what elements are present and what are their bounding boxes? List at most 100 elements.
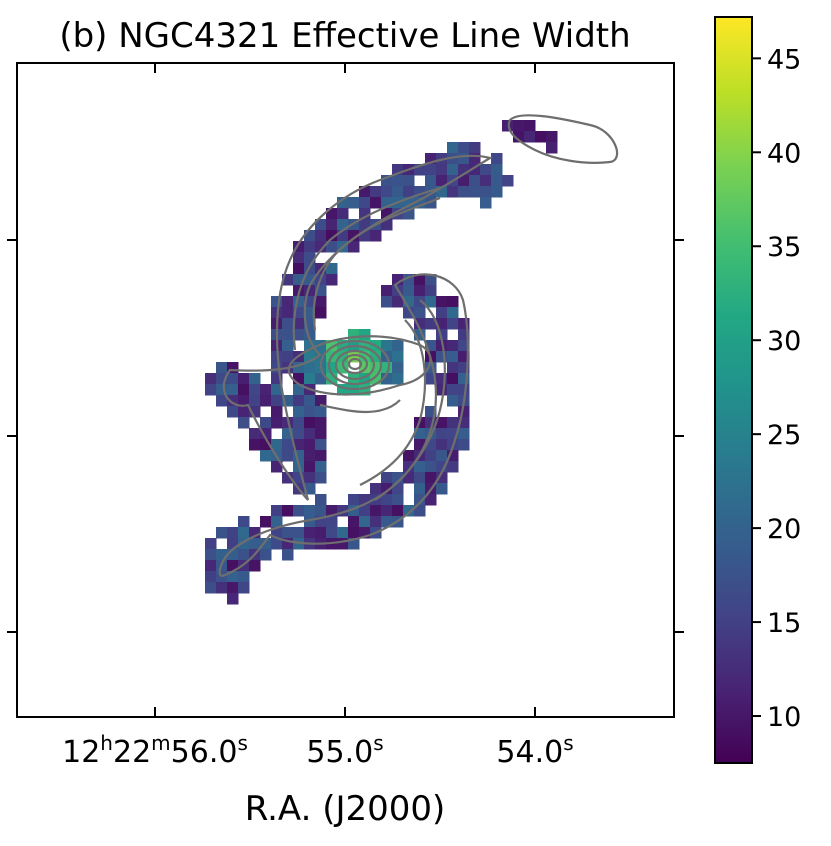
heatmap-cell [216,362,228,374]
heatmap-cell [392,362,404,374]
heatmap-cell [447,362,459,374]
heatmap-cell [425,450,437,462]
heatmap-cell [304,351,316,363]
heatmap-cell [348,527,360,539]
heatmap-cell [359,329,371,341]
heatmap-cell [436,329,448,341]
heatmap-cell [359,494,371,506]
contour-inner-south [374,299,446,501]
heatmap-cell [447,340,459,352]
contour-outer-north-arm [222,154,493,501]
heatmap-cell [315,307,327,319]
heatmap-cell [403,197,415,209]
contour-nucleus-1 [319,339,391,391]
heatmap-cell [425,472,437,484]
heatmap-cell [337,527,349,539]
heatmap-cell [271,395,283,407]
heatmap-cell [392,472,404,484]
heatmap-cell [447,428,459,440]
heatmap-cell [337,362,349,374]
heatmap-cell [271,384,283,396]
heatmap-cell [304,274,316,286]
heatmap-cell [227,582,239,594]
y-ticks [7,239,684,633]
heatmap-cell [414,461,426,473]
heatmap-cell [425,461,437,473]
heatmap-cell [304,373,316,385]
heatmap-cell [326,340,338,352]
heatmap-cell [491,164,503,176]
heatmap-cell [469,153,481,165]
heatmap-cell [458,164,470,176]
heatmap-cell [205,571,217,583]
heatmap-cell [414,307,426,319]
heatmap-cell [447,307,459,319]
heatmap-cell [370,186,382,198]
heatmap-cell [326,219,338,231]
heatmap-cell [436,296,448,308]
heatmap-cell [513,120,525,132]
heatmap-cell [348,219,360,231]
heatmap-cell [436,307,448,319]
heatmap-cell [205,560,217,572]
heatmap-cell [238,406,250,418]
contour-nucleus-3 [334,349,376,381]
heatmap-cell [293,307,305,319]
heatmap-cell [447,153,459,165]
heatmap-cell [326,230,338,242]
heatmap-cell [436,439,448,451]
heatmap-cell [414,296,426,308]
heatmap-cell [458,153,470,165]
heatmap-cell [447,450,459,462]
heatmap-cell [425,373,437,385]
heatmap-cell [348,197,360,209]
heatmap-cell [282,527,294,539]
heatmap-cell [227,373,239,385]
heatmap-cell [480,197,492,209]
heatmap-cell [381,340,393,352]
heatmap-cell [315,285,327,297]
heatmap-cell [436,175,448,187]
heatmap-cell [337,538,349,550]
heatmap-cell [227,384,239,396]
heatmap-cell [403,307,415,319]
heatmap-cell [337,208,349,220]
colorbar-tick-label: 35 [767,232,801,263]
heatmap-cell [436,373,448,385]
heatmap-cell [315,406,327,418]
heatmap-cell [392,351,404,363]
heatmap-cell [447,186,459,198]
heatmap-cell [238,516,250,528]
heatmap-cell [469,175,481,187]
heatmap-cell [326,208,338,220]
heatmap-cell [337,505,349,517]
heatmap-cell [436,450,448,462]
heatmap-cell [293,329,305,341]
heatmap-cell [491,153,503,165]
heatmap-cell [315,450,327,462]
heatmap-cell [414,472,426,484]
heatmap-cell [271,538,283,550]
colorbar-tick-label: 45 [767,44,801,75]
heatmap-cell [293,274,305,286]
heatmap-cell [315,351,327,363]
heatmap-cell [381,175,393,187]
heatmap-cell [282,307,294,319]
heatmap-cell [447,351,459,363]
heatmap-cell [381,516,393,528]
heatmap-cell [370,362,382,374]
heatmap-cell [337,197,349,209]
heatmap-cell [425,285,437,297]
heatmap-cell [425,428,437,440]
colorbar-tick-label: 10 [767,702,801,733]
heatmap-cell [370,351,382,363]
heatmap-cell [403,208,415,220]
heatmap-cell [414,285,426,297]
heatmap-cell [403,296,415,308]
heatmap-cell [282,450,294,462]
heatmap-cell [205,549,217,561]
heatmap-cell [326,362,338,374]
x-tick-label-55: 55.0s [306,731,383,770]
heatmap-cell [315,527,327,539]
